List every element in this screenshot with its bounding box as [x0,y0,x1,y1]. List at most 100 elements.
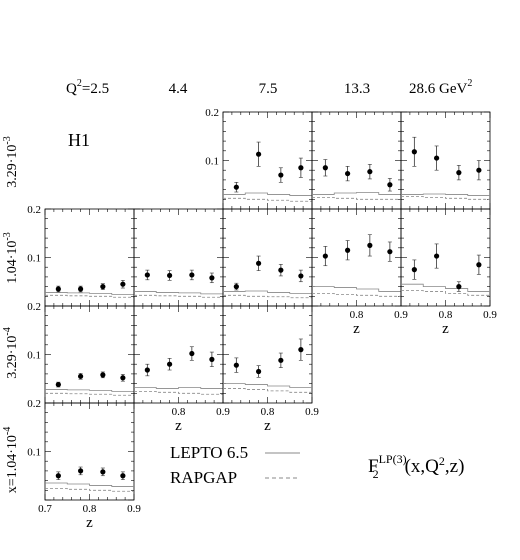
panel-r3-c0: 0.1 0.2 0.7 0.8 0.9 z [27,398,141,531]
data-point [278,172,284,178]
data-point [434,155,440,161]
panel-r1-c4: 0.8 0.9 z [400,208,497,337]
data-point [278,267,284,273]
data-point [120,473,126,479]
q2-header-13-3: 13.3 [344,81,370,97]
data-point [167,361,173,367]
data-point [233,184,239,190]
z-tick-label: 0.9 [127,503,141,515]
data-point [278,357,284,363]
z-tick-label: 0.9 [483,309,497,321]
data-point [387,182,393,188]
rapgap-curve [223,197,312,202]
rapgap-curve [45,392,134,396]
panel-frame [222,305,313,404]
lepto-curve [223,290,312,294]
z-axis-label: z [353,321,360,337]
q2-header-7-5: 7.5 [259,81,278,97]
z-tick-label: 0.8 [439,309,453,321]
legend-label-rapgap: RAPGAP [170,468,237,487]
z-tick-label: 0.8 [172,406,186,418]
data-point [55,473,61,479]
lepto-curve [223,383,312,388]
experiment-label: H1 [68,130,90,150]
rapgap-curve [223,388,312,393]
lepto-curve [134,387,223,389]
data-point [78,286,84,292]
data-point [189,350,195,357]
lepto-curve [312,192,401,195]
data-point [256,151,262,157]
z-axis-label: z [264,418,271,434]
data-point [100,284,106,290]
data-point [456,170,462,176]
data-point [209,356,215,362]
panel-r0-c2: 0.1 0.2 [205,107,313,210]
data-point [456,284,462,290]
data-point [55,286,61,292]
data-point [322,165,328,171]
data-point [298,165,304,171]
data-point [144,367,150,373]
z-axis-label: z [86,515,93,531]
y-tick-label: 0.1 [27,253,41,265]
lepto-curve [45,292,134,295]
data-point [209,275,215,281]
data-point [256,260,262,266]
lepto-curve [45,482,134,487]
data-point [298,347,304,353]
z-tick-label: 0.9 [305,406,319,418]
z-tick-label: 0.7 [38,503,52,515]
rapgap-curve [312,196,401,200]
legend-label-lepto: LEPTO 6.5 [170,443,248,462]
data-point [411,149,417,155]
z-tick-label: 0.9 [216,406,230,418]
panel-r2-c1: 0.8 0.9 z [133,305,230,434]
panel-r1-c0: 0.1 0.2 [27,204,135,307]
data-point [78,373,84,379]
z-tick-label: 0.8 [83,503,97,515]
lepto-curve [312,286,401,292]
x-bin-labels: 3.29·10-3 1.04·10-3 3.29·10-4 x=1.04·10-… [2,136,20,493]
panel-r1-c2 [222,208,313,307]
panel-grid: 0.10.20.10.20.8 0.9z0.8 0.9z0.10.20.8 0.9z0… [27,107,497,531]
data-point [233,362,239,368]
lepto-curve [134,291,223,295]
rapgap-curve [134,390,223,395]
data-point [78,468,84,474]
lepto-curve [223,192,312,196]
rapgap-curve [401,195,490,200]
q2-header-2-5: Q2=2.5 [66,78,109,97]
data-point [387,249,393,255]
legend: LEPTO 6.5 RAPGAP [170,443,300,487]
rapgap-curve [401,290,490,296]
z-axis-label: z [175,418,182,434]
data-point [345,247,351,253]
data-point [367,242,373,248]
data-point [256,368,262,375]
data-point [411,267,417,273]
panel-r0-c4 [400,111,491,210]
x-bin-label-row-1: 1.04·10-3 [2,232,20,284]
y-tick-label: 0.1 [205,156,219,168]
panel-r0-c3 [311,111,402,210]
lepto-curve [401,193,490,196]
data-point [100,372,106,378]
data-point [120,281,126,287]
rapgap-curve [312,292,401,297]
panel-r2-c2: 0.8 0.9 z [222,305,319,434]
lepto-curve [45,389,134,392]
data-point [434,253,440,259]
data-point [345,170,351,177]
z-tick-label: 0.9 [394,309,408,321]
x-bin-label-row-3: x=1.04·10-4 [2,427,20,493]
data-point [167,272,173,279]
x-bin-label-row-2: 3.29·10-4 [2,327,20,379]
y-tick-label: 0.2 [27,301,41,313]
panel-frame [44,305,135,404]
data-point [100,469,106,475]
q2-header-28-6: 28.6 GeV2 [409,78,472,97]
data-point [55,381,61,388]
data-point [120,375,126,381]
